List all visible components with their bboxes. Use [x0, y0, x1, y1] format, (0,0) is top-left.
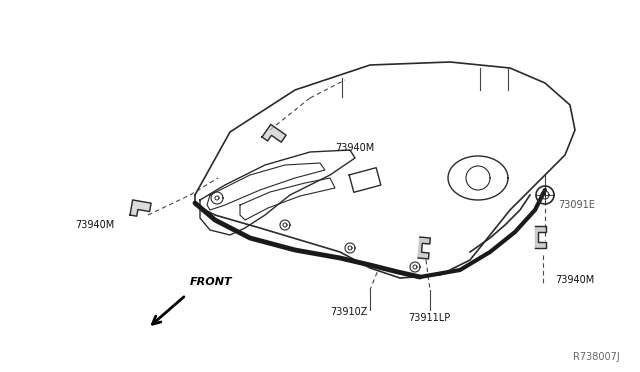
- Text: 73091E: 73091E: [558, 200, 595, 210]
- Text: 73940M: 73940M: [75, 220, 115, 230]
- Text: R738007J: R738007J: [573, 352, 620, 362]
- Polygon shape: [262, 125, 286, 142]
- Polygon shape: [418, 237, 430, 259]
- Text: 73910Z: 73910Z: [330, 307, 367, 317]
- Text: 73911LP: 73911LP: [408, 313, 451, 323]
- Polygon shape: [130, 200, 151, 216]
- Text: FRONT: FRONT: [190, 277, 232, 287]
- Polygon shape: [535, 225, 546, 248]
- Text: 73940M: 73940M: [555, 275, 595, 285]
- Text: 73940M: 73940M: [335, 143, 374, 153]
